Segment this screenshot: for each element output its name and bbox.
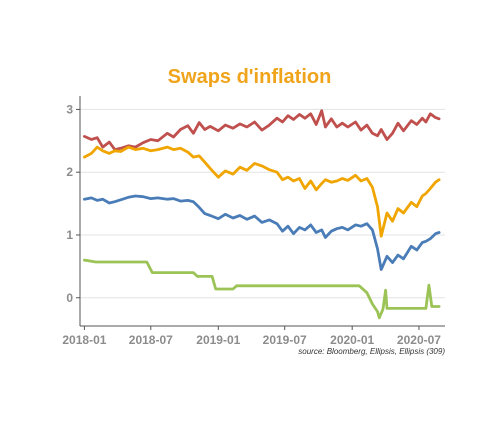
chart-title: Swaps d'inflation — [167, 66, 332, 88]
x-tick-label: 2019-07 — [263, 333, 307, 347]
series-lines — [83, 109, 441, 320]
series-line-green — [83, 258, 441, 320]
y-tick-label: 0 — [66, 291, 73, 305]
tick-labels: 0 1 2 3 2018-01 2018-07 2019-01 2019-07 2020-01 2… — [62, 102, 441, 347]
series-line-orange — [83, 145, 441, 238]
series-line-red — [83, 109, 441, 152]
y-tick-label: 3 — [66, 102, 73, 116]
series-line-blue — [83, 194, 441, 271]
source-note: source: Bloomberg, Ellipsis, Ellipsis (3… — [298, 347, 445, 356]
x-tick-label: 2020-07 — [397, 333, 441, 347]
y-tick-label: 2 — [66, 165, 73, 179]
x-tick-label: 2018-01 — [62, 333, 106, 347]
axes — [76, 96, 445, 330]
y-tick-label: 1 — [66, 228, 73, 242]
x-tick-label: 2019-01 — [196, 333, 240, 347]
x-tick-label: 2020-01 — [330, 333, 374, 347]
x-tick-label: 2018-07 — [129, 333, 173, 347]
